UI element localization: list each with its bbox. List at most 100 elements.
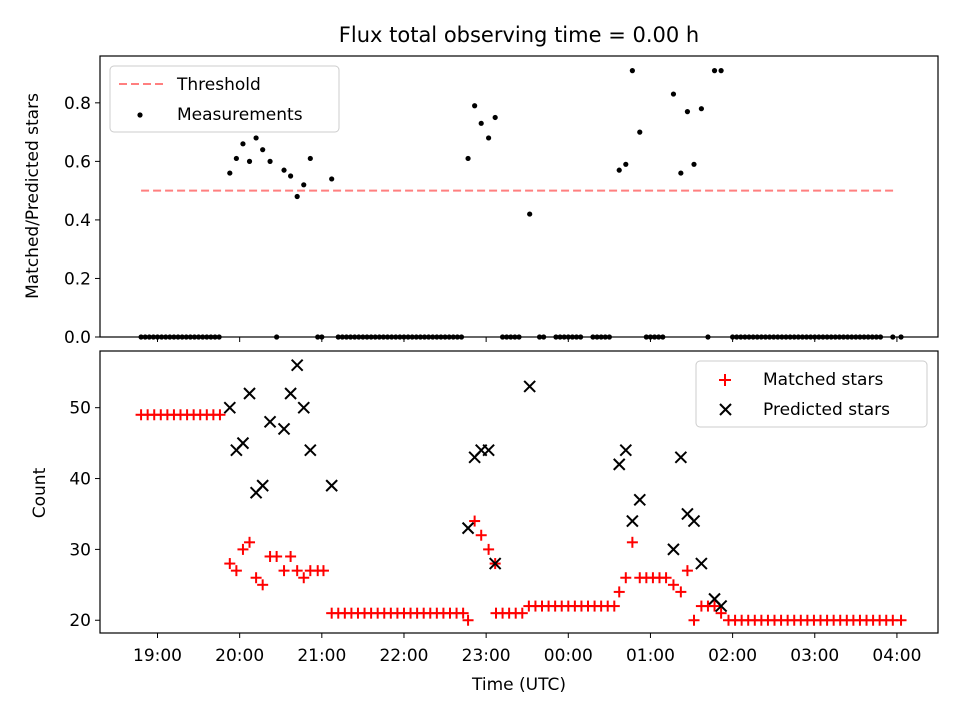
data-point	[298, 572, 310, 584]
data-point	[619, 443, 633, 457]
bottom-legend: Matched stars Predicted stars	[695, 360, 928, 428]
data-point	[688, 614, 700, 626]
data-point	[260, 147, 266, 153]
top-legend-box	[109, 65, 340, 133]
data-point	[684, 109, 691, 115]
data-point	[230, 565, 242, 577]
data-point	[223, 401, 237, 414]
y-tick-label: 0.8	[64, 94, 91, 114]
data-point	[233, 155, 239, 162]
data-point	[244, 536, 256, 548]
x-tick-label: 01:00	[626, 646, 675, 666]
data-point	[461, 521, 475, 535]
predicted-stars-legend-swatch	[719, 403, 732, 416]
top-panel: Flux total observing time = 0.00 h Match…	[23, 23, 939, 348]
x-tick-label: 02:00	[708, 646, 757, 666]
data-point	[325, 479, 338, 492]
data-point	[687, 514, 701, 528]
data-point	[257, 579, 269, 591]
series-predicted-stars	[223, 358, 728, 613]
data-point	[691, 161, 697, 167]
data-point	[637, 129, 643, 135]
bottom-x-ticks: 19:00 20:00 21:00 22:00 23:00 00:00 01:00 02:00…	[133, 633, 921, 666]
data-point	[285, 550, 297, 562]
x-tick-label: 03:00	[790, 646, 839, 666]
y-tick-label: 40	[69, 470, 91, 490]
data-point	[263, 415, 277, 429]
data-point	[483, 543, 495, 555]
data-point	[478, 120, 484, 126]
data-point	[294, 193, 300, 200]
data-point	[214, 409, 226, 421]
y-tick-label: 30	[69, 540, 91, 560]
data-point	[715, 607, 727, 619]
data-point	[695, 557, 708, 570]
data-point	[633, 493, 646, 507]
data-point	[224, 558, 236, 570]
x-tick-label: 04:00	[872, 646, 921, 666]
bottom-y-ticks: 20 30 40 50	[69, 399, 100, 631]
x-tick-label: 21:00	[297, 646, 346, 666]
data-point	[613, 586, 625, 598]
data-point	[623, 161, 629, 167]
threshold-legend-label: Threshold	[176, 75, 261, 95]
data-point	[674, 451, 688, 464]
data-point	[667, 543, 680, 556]
y-tick-label: 50	[69, 399, 91, 419]
y-tick-label: 20	[69, 611, 91, 631]
data-point	[278, 565, 290, 577]
data-point	[516, 607, 528, 619]
matched-stars-legend-swatch	[719, 374, 731, 386]
data-point	[482, 443, 495, 457]
data-point	[284, 387, 297, 400]
data-point	[253, 135, 259, 141]
data-point	[277, 422, 291, 436]
data-point	[301, 182, 307, 188]
data-point	[256, 479, 269, 492]
bottom-axes-frame	[99, 350, 939, 634]
data-point	[523, 380, 536, 393]
data-point	[297, 401, 310, 414]
data-point	[317, 565, 329, 577]
data-point	[227, 170, 233, 176]
top-legend: Threshold Measurements	[109, 65, 340, 133]
data-point	[626, 536, 638, 548]
top-panel-y-label: Matched/Predicted stars	[23, 93, 43, 299]
data-point	[288, 173, 294, 179]
data-point	[236, 436, 250, 450]
data-point	[613, 458, 626, 471]
bottom-plot-area	[135, 358, 907, 626]
bottom-panel-x-label: Time (UTC)	[471, 675, 566, 695]
x-tick-label: 19:00	[133, 646, 182, 666]
data-point	[616, 167, 622, 173]
data-point	[243, 387, 256, 400]
bottom-panel: Count Time (UTC) 20 30 40 50 19:00 20:00 21:0…	[30, 350, 939, 695]
data-point	[237, 543, 249, 555]
y-tick-label: 0.0	[64, 328, 91, 348]
matched-stars-legend-label: Matched stars	[763, 370, 883, 390]
top-axes-frame	[99, 55, 939, 338]
data-point	[714, 599, 728, 613]
data-point	[240, 141, 246, 147]
data-point	[465, 155, 471, 162]
data-point	[271, 550, 283, 562]
data-point	[469, 515, 481, 527]
data-point	[698, 106, 704, 112]
data-point	[457, 607, 469, 619]
data-point	[675, 586, 687, 598]
bottom-panel-y-label: Count	[30, 467, 50, 518]
data-point	[608, 600, 620, 612]
data-point	[681, 565, 693, 577]
data-point	[718, 68, 724, 74]
x-tick-label: 23:00	[462, 646, 511, 666]
data-point	[250, 572, 262, 584]
data-point	[290, 358, 304, 372]
x-tick-label: 22:00	[379, 646, 428, 666]
y-tick-label: 0.6	[64, 152, 91, 172]
data-point	[660, 572, 672, 584]
data-point	[475, 529, 487, 541]
top-y-ticks: 0.0 0.2 0.4 0.6 0.8	[64, 94, 100, 348]
data-point	[291, 565, 303, 577]
data-point	[709, 600, 721, 612]
